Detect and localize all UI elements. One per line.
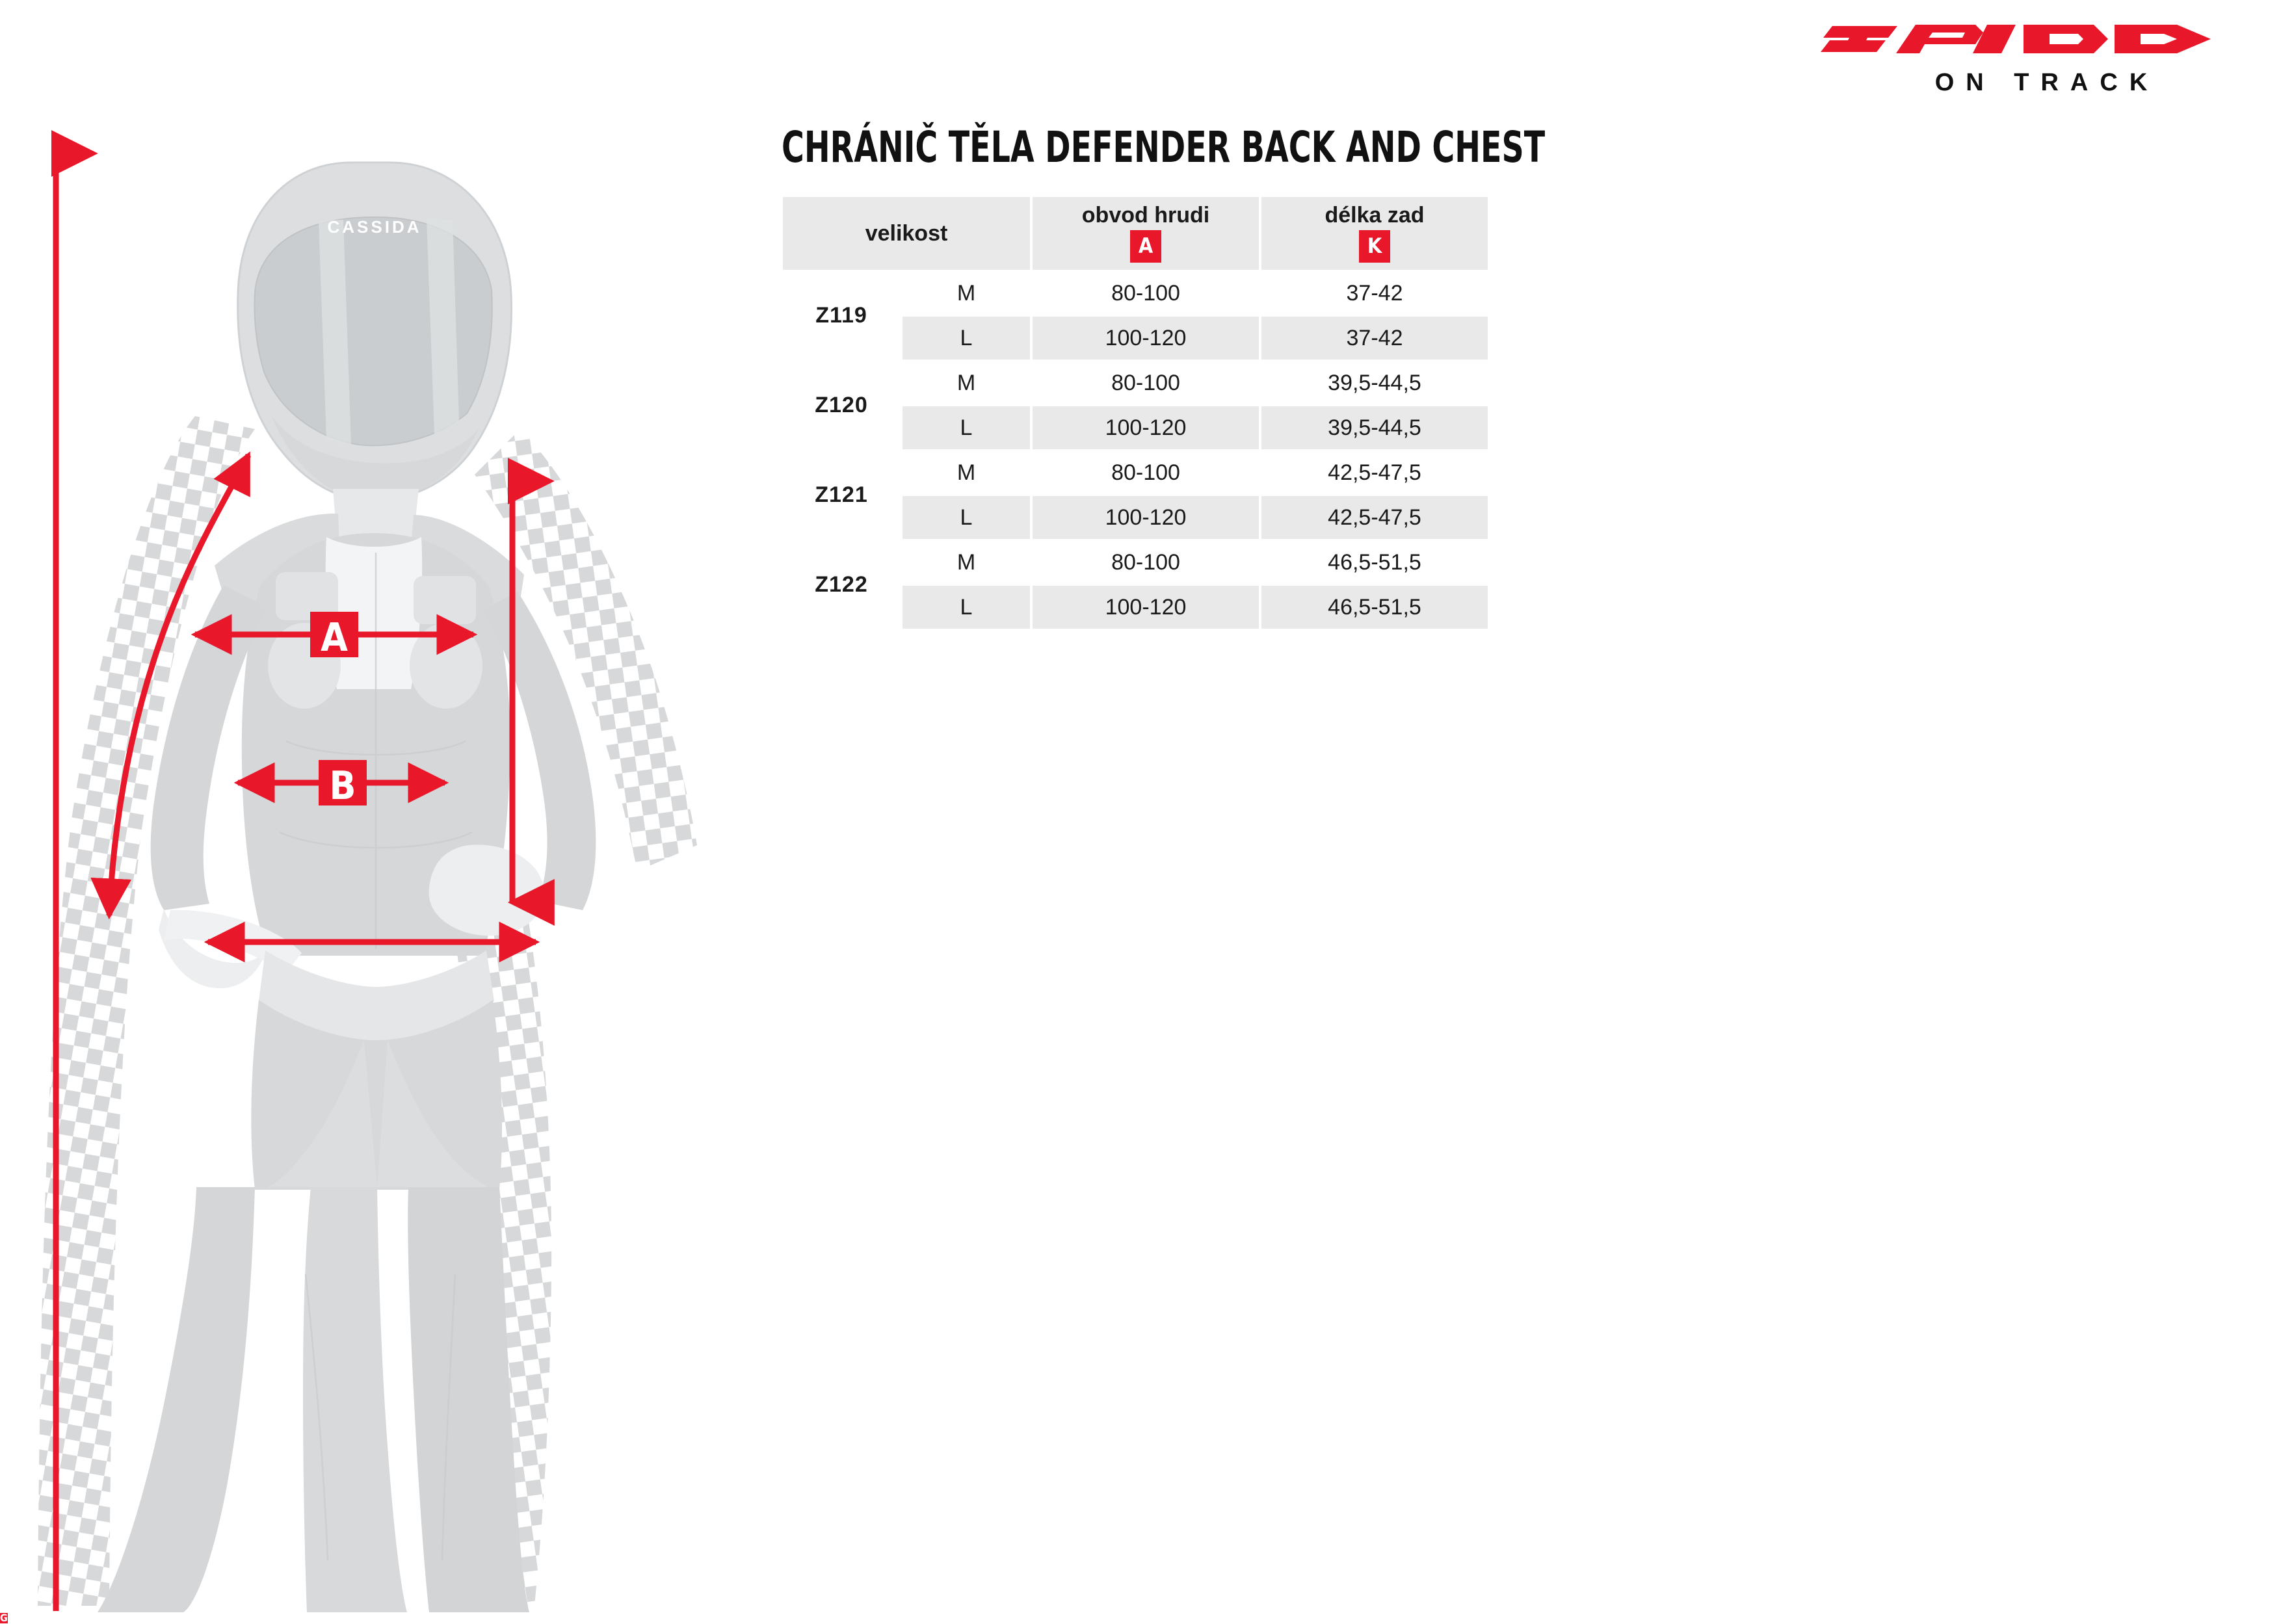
cell-chest: 80-100 — [1033, 541, 1259, 584]
header-chest-tag: A — [1129, 230, 1162, 263]
measurement-diagram: CASSIDA — [0, 0, 767, 1623]
table-row: Z122 M 80-100 46,5-51,5 — [783, 541, 1488, 629]
header-back-label: délka zad — [1325, 203, 1425, 228]
table-header-row: velikost obvod hrudi A délka zad K — [783, 197, 1488, 270]
header-chest-label: obvod hrudi — [1081, 203, 1210, 228]
size-chart-table: velikost obvod hrudi A délka zad K Z119 … — [780, 195, 1490, 631]
table-row: Z120 M 80-100 39,5-44,5 — [783, 361, 1488, 449]
model-code: Z119 — [783, 272, 900, 360]
cell-chest: 80-100 — [1033, 272, 1259, 315]
table-row: Z121 M 80-100 42,5-47,5 — [783, 451, 1488, 539]
header-size: velikost — [783, 197, 1030, 270]
cell-back: 37-42 — [1261, 317, 1488, 360]
arrow-F — [90, 451, 252, 920]
cell-back: 46,5-51,5 — [1261, 586, 1488, 629]
table-row: L 100-120 46,5-51,5 — [783, 586, 1488, 629]
cell-back: 39,5-44,5 — [1261, 361, 1488, 404]
cell-chest: 100-120 — [1033, 317, 1259, 360]
spidi-wordmark-icon — [1821, 25, 2211, 53]
cell-size: M — [903, 541, 1030, 584]
table-row: Z119 M 80-100 37-42 — [783, 272, 1488, 360]
cell-size: L — [903, 406, 1030, 449]
model-code: Z120 — [783, 361, 900, 449]
cell-back: 42,5-47,5 — [1261, 496, 1488, 539]
header-back-tag: K — [1358, 230, 1391, 263]
cell-size: L — [903, 317, 1030, 360]
spidi-logo: ON TRACK — [1821, 13, 2224, 98]
spidi-tagline: ON TRACK — [1934, 69, 2159, 96]
header-back-length: délka zad K — [1261, 197, 1488, 270]
cell-back: 46,5-51,5 — [1261, 541, 1488, 584]
cell-chest: 100-120 — [1033, 496, 1259, 539]
cell-size: M — [903, 361, 1030, 404]
cell-size: M — [903, 451, 1030, 494]
model-code: Z122 — [783, 541, 900, 629]
marker-B: B — [319, 760, 367, 805]
rider-figure-svg: CASSIDA — [38, 130, 697, 1612]
marker-A: A — [310, 612, 358, 657]
page-title: CHRÁNIČ TĚLA DEFENDER BACK AND CHEST — [782, 122, 1546, 172]
table-row: L 100-120 39,5-44,5 — [783, 406, 1488, 449]
helmet-brand-label: CASSIDA — [327, 217, 421, 237]
table-head: velikost obvod hrudi A délka zad K — [783, 197, 1488, 270]
header-size-label: velikost — [865, 220, 948, 246]
header-chest-circumference: obvod hrudi A — [1033, 197, 1259, 270]
cell-chest: 100-120 — [1033, 406, 1259, 449]
cell-chest: 80-100 — [1033, 451, 1259, 494]
cell-size: L — [903, 586, 1030, 629]
cell-back: 39,5-44,5 — [1261, 406, 1488, 449]
table-row: L 100-120 37-42 — [783, 317, 1488, 360]
table-body: Z119 M 80-100 37-42 L 100-120 37-42 Z120… — [783, 272, 1488, 629]
cell-size: M — [903, 272, 1030, 315]
marker-G: G — [0, 1612, 8, 1624]
cell-back: 37-42 — [1261, 272, 1488, 315]
helmet: CASSIDA — [237, 161, 512, 502]
cell-back: 42,5-47,5 — [1261, 451, 1488, 494]
table-row: L 100-120 42,5-47,5 — [783, 496, 1488, 539]
cell-chest: 100-120 — [1033, 586, 1259, 629]
size-chart-container: velikost obvod hrudi A délka zad K Z119 … — [780, 195, 1490, 631]
cell-chest: 80-100 — [1033, 361, 1259, 404]
model-code: Z121 — [783, 451, 900, 539]
cell-size: L — [903, 496, 1030, 539]
